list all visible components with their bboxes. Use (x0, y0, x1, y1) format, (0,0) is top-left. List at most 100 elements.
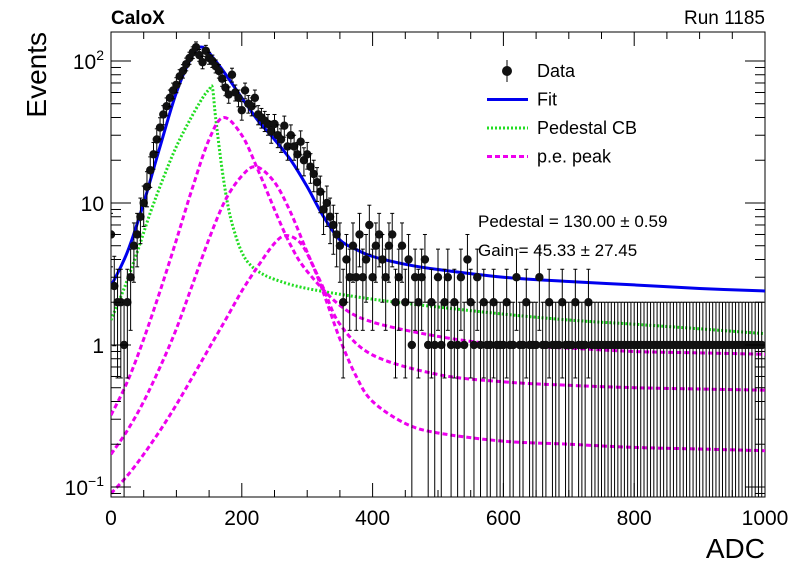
data-point (198, 58, 207, 67)
data-point (466, 298, 475, 307)
data-point (437, 340, 446, 350)
data-point (417, 273, 426, 282)
data-point (558, 298, 567, 307)
data-point (430, 340, 439, 350)
data-point (571, 298, 580, 307)
data-point (146, 166, 155, 175)
data-point (182, 59, 191, 69)
y-tick-label: 10−1 (65, 473, 105, 500)
data-point (280, 121, 289, 130)
data-point (338, 298, 348, 307)
data-point (391, 298, 400, 307)
data-point (365, 220, 374, 230)
data-point (531, 340, 541, 350)
data-point (502, 298, 511, 307)
x-tick-label: 800 (617, 507, 652, 530)
data-point (404, 255, 413, 264)
data-point (159, 110, 168, 119)
data-point (476, 340, 485, 350)
data-point (453, 340, 462, 350)
data-point (126, 273, 135, 282)
x-tick-label: 400 (355, 507, 390, 530)
data-point (309, 169, 318, 179)
data-point (267, 127, 276, 136)
data-point (221, 83, 230, 92)
data-point (270, 119, 279, 129)
data-point (394, 273, 403, 282)
experiment-label: CaloX (111, 8, 165, 29)
data-point (136, 212, 145, 221)
x-tick-label: 200 (224, 507, 259, 530)
legend-label: p.e. peak (537, 147, 612, 167)
legend-label: Data (537, 61, 576, 81)
data-point (384, 241, 394, 250)
pedestal-cb-curve (111, 84, 765, 336)
data-point (567, 340, 577, 350)
data-point (283, 142, 292, 151)
data-point (247, 102, 256, 111)
data-point (250, 93, 260, 103)
data-point (335, 241, 345, 250)
data-point (322, 198, 332, 208)
data-point (325, 212, 335, 221)
data-point (584, 298, 593, 307)
data-point (303, 150, 312, 159)
data-point (374, 230, 384, 239)
data-point (423, 340, 433, 350)
data-point (234, 93, 243, 103)
y-tick-label: 10 (81, 193, 104, 216)
data-point (541, 340, 551, 350)
data-point (293, 150, 302, 159)
data-point (345, 273, 354, 282)
data-point (420, 255, 430, 264)
data-point (479, 298, 488, 307)
data-point (522, 298, 531, 307)
data-points-layer (111, 41, 765, 497)
y-tick-label: 102 (73, 47, 104, 74)
y-axis-label: Events (21, 32, 52, 118)
data-point (427, 298, 436, 307)
legend-data-marker (502, 66, 512, 76)
data-point (397, 241, 407, 250)
data-point (352, 273, 361, 282)
data-point (129, 241, 139, 250)
x-tick-label: 600 (486, 507, 521, 530)
data-point (388, 230, 397, 239)
annotation-gain: Gain = 45.33 ± 27.45 (478, 241, 637, 260)
data-point (329, 220, 338, 230)
data-point (414, 298, 423, 307)
data-point (518, 340, 528, 350)
data-point (509, 340, 518, 350)
data-point (378, 255, 387, 264)
data-point (289, 142, 299, 151)
data-point (139, 198, 148, 208)
data-point (456, 273, 466, 282)
annotation-pedestal: Pedestal = 130.00 ± 0.59 (478, 212, 667, 231)
x-axis-label: ADC (706, 533, 765, 564)
data-point (195, 50, 204, 60)
legend-label: Fit (537, 90, 557, 110)
axes-layer: 0 200 400 600 800 1000 10−1 1 10 102 (65, 32, 788, 530)
data-point (371, 241, 381, 250)
data-point (286, 131, 296, 140)
data-point (237, 106, 246, 115)
data-point (172, 80, 181, 89)
data-point (450, 298, 459, 307)
data-point (368, 273, 377, 282)
data-point (152, 135, 161, 144)
data-point (512, 273, 521, 282)
data-point (123, 298, 132, 307)
data-point (486, 340, 495, 350)
data-point (332, 230, 341, 239)
data-point (544, 298, 554, 307)
data-point (306, 162, 315, 171)
data-point (407, 340, 417, 350)
data-point (142, 182, 152, 192)
data-point (227, 70, 237, 79)
data-point (348, 241, 358, 250)
data-point (162, 102, 171, 111)
legend-label: Pedestal CB (537, 118, 637, 138)
data-point (499, 340, 508, 350)
data-point (296, 137, 305, 146)
